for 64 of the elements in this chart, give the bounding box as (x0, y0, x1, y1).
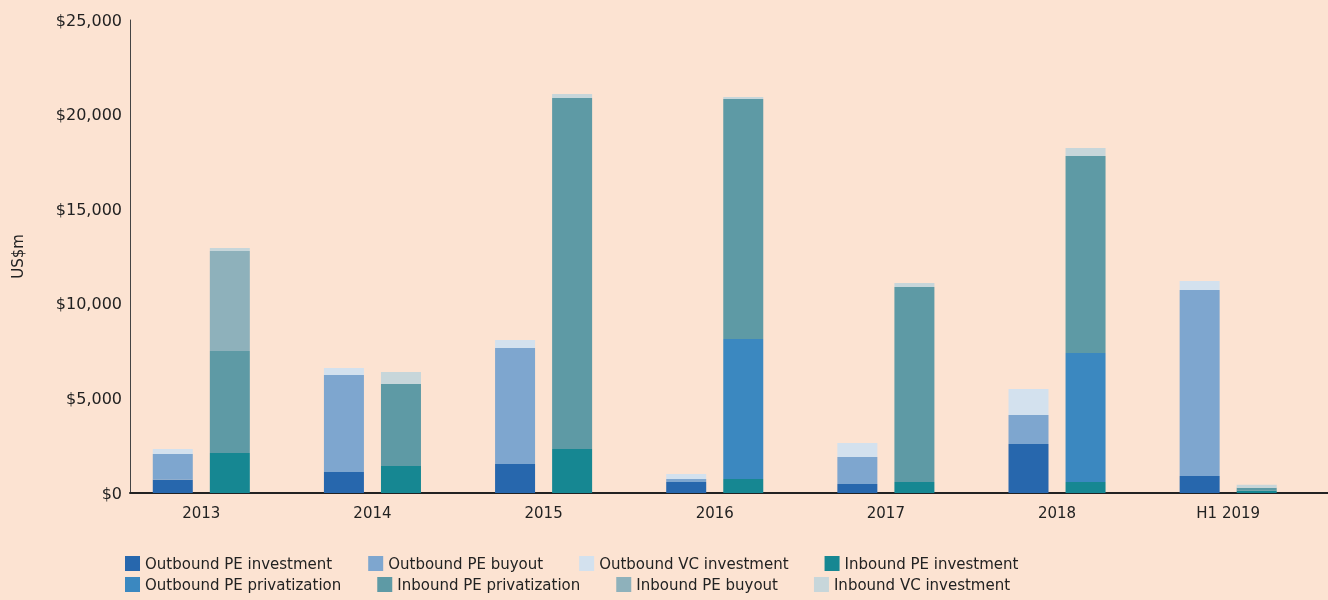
bar (837, 483, 878, 493)
bar (495, 348, 536, 465)
bar (1065, 482, 1106, 493)
bar (1065, 156, 1106, 353)
bar (323, 367, 364, 375)
bar (380, 384, 421, 466)
x-tick-label: 2017 (866, 503, 905, 522)
bar (723, 99, 764, 339)
legend-label: Outbound VC investment (599, 554, 789, 573)
x-tick-label: 2014 (353, 503, 392, 522)
bar (209, 251, 250, 352)
legend-label: Inbound PE investment (844, 554, 1019, 573)
y-axis-title: US$m (8, 234, 27, 279)
x-tick-label: H1 2019 (1196, 503, 1261, 522)
bar (1008, 388, 1049, 416)
bar (152, 454, 193, 480)
bar (152, 448, 193, 455)
bar (723, 338, 764, 479)
bar (723, 97, 764, 100)
legend-label: Outbound PE buyout (388, 554, 544, 573)
bar (209, 351, 250, 454)
bar (1008, 444, 1049, 493)
y-tick-label: $20,000 (55, 105, 122, 125)
x-tick-label: 2016 (695, 503, 734, 522)
bar (323, 374, 364, 472)
bar (495, 339, 536, 349)
y-tick-label: $10,000 (55, 294, 122, 314)
x-tick-label: 2013 (182, 503, 221, 522)
bar (1008, 415, 1049, 444)
bar (380, 465, 421, 493)
bar (837, 457, 878, 484)
bar (552, 97, 593, 449)
bar (837, 443, 878, 458)
bar (666, 479, 707, 483)
legend-label: Inbound VC investment (833, 575, 1011, 594)
x-tick-label: 2018 (1037, 503, 1077, 522)
bar (894, 286, 935, 483)
x-tick-label: 2015 (524, 503, 563, 522)
y-tick-label: $0 (101, 483, 122, 503)
legend-label: Outbound PE privatization (145, 575, 342, 594)
bar (209, 453, 250, 493)
bar (666, 474, 707, 479)
bar (552, 448, 593, 493)
y-tick-label: $25,000 (55, 10, 122, 30)
bar (152, 479, 193, 493)
bar (209, 247, 250, 252)
legend-label: Outbound PE investment (145, 554, 333, 573)
bar (666, 482, 707, 493)
legend-label: Inbound PE buyout (636, 575, 779, 594)
bar (1065, 147, 1106, 157)
bar (552, 93, 593, 98)
bar (894, 482, 935, 493)
bar (1179, 475, 1220, 493)
y-tick-label: $5,000 (66, 388, 122, 408)
bar (723, 479, 764, 493)
bar (323, 472, 364, 493)
y-tick-label: $15,000 (55, 199, 122, 219)
legend-label: Inbound PE privatization (397, 575, 581, 594)
bar (495, 464, 536, 493)
bar (380, 371, 421, 385)
bar (894, 282, 935, 287)
bar (1065, 352, 1106, 483)
bar (1179, 289, 1220, 476)
bar (1179, 281, 1220, 290)
